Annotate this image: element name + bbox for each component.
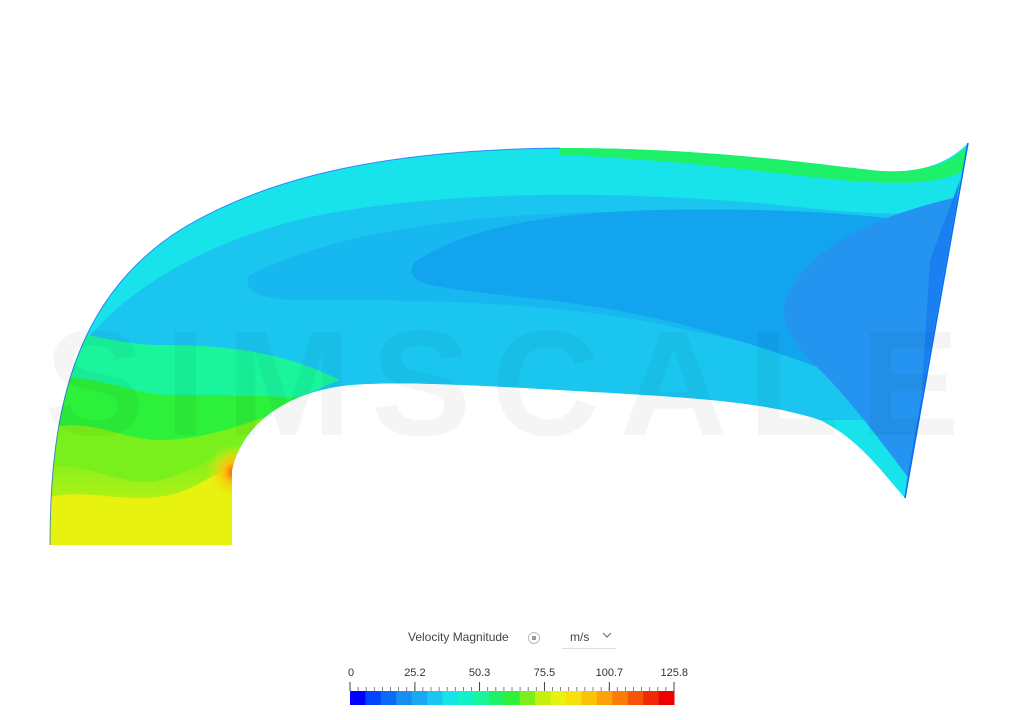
colorbar-segment bbox=[627, 691, 644, 705]
colorbar-segment bbox=[643, 691, 660, 705]
colorbar-segment bbox=[350, 691, 366, 705]
colorbar-segment bbox=[442, 691, 459, 705]
colorbar-segment bbox=[380, 691, 397, 705]
chevron-down-icon bbox=[602, 632, 612, 638]
colorbar-tick-label: 100.7 bbox=[596, 667, 624, 679]
colorbar-tick-label: 25.2 bbox=[404, 667, 425, 679]
info-icon[interactable] bbox=[528, 632, 540, 644]
contour-band-outlet-edge bbox=[905, 180, 960, 490]
colorbar-segment bbox=[458, 691, 474, 705]
colorbar-segment bbox=[488, 691, 505, 705]
contour-band-inlet-core bbox=[50, 470, 232, 545]
colorbar-segment bbox=[411, 691, 428, 705]
legend-title: Velocity Magnitude bbox=[408, 630, 509, 644]
colorbar-segment bbox=[504, 691, 521, 705]
colorbar-tick-label: 50.3 bbox=[469, 667, 490, 679]
unit-label: m/s bbox=[570, 630, 590, 644]
colorbar-segment bbox=[566, 691, 582, 705]
colorbar-segment bbox=[596, 691, 613, 705]
colorbar-segment bbox=[519, 691, 536, 705]
colorbar-segment bbox=[612, 691, 629, 705]
velocity-contour-field bbox=[50, 143, 968, 545]
outlet-edge bbox=[904, 142, 969, 499]
colorbar-segment bbox=[658, 691, 675, 705]
colorbar: 0 25.2 50.3 75.5 100.7 125.8 bbox=[348, 667, 688, 705]
colorbar-tick-label: 125.8 bbox=[660, 667, 688, 679]
colorbar-tick-label: 75.5 bbox=[534, 667, 555, 679]
colorbar-segment bbox=[473, 691, 490, 705]
legend-header: Velocity Magnitude m/s bbox=[0, 626, 1024, 650]
color-legend: Velocity Magnitude m/s 0 25.2 50.3 75.5 100.… bbox=[0, 620, 1024, 720]
colorbar-tick-label: 0 bbox=[348, 667, 354, 679]
colorbar-segment bbox=[427, 691, 444, 705]
colorbar-segment bbox=[365, 691, 382, 705]
colorbar-segment bbox=[396, 691, 413, 705]
contour-band-top-wall bbox=[560, 143, 968, 183]
colorbar-segment bbox=[581, 691, 598, 705]
colorbar-segment bbox=[535, 691, 552, 705]
unit-dropdown[interactable]: m/s bbox=[562, 626, 616, 649]
flow-visualization-viewport[interactable] bbox=[0, 0, 1024, 600]
velocity-hotspot bbox=[206, 444, 262, 500]
outer-wall-edge bbox=[49, 147, 561, 546]
colorbar-segment bbox=[550, 691, 567, 705]
